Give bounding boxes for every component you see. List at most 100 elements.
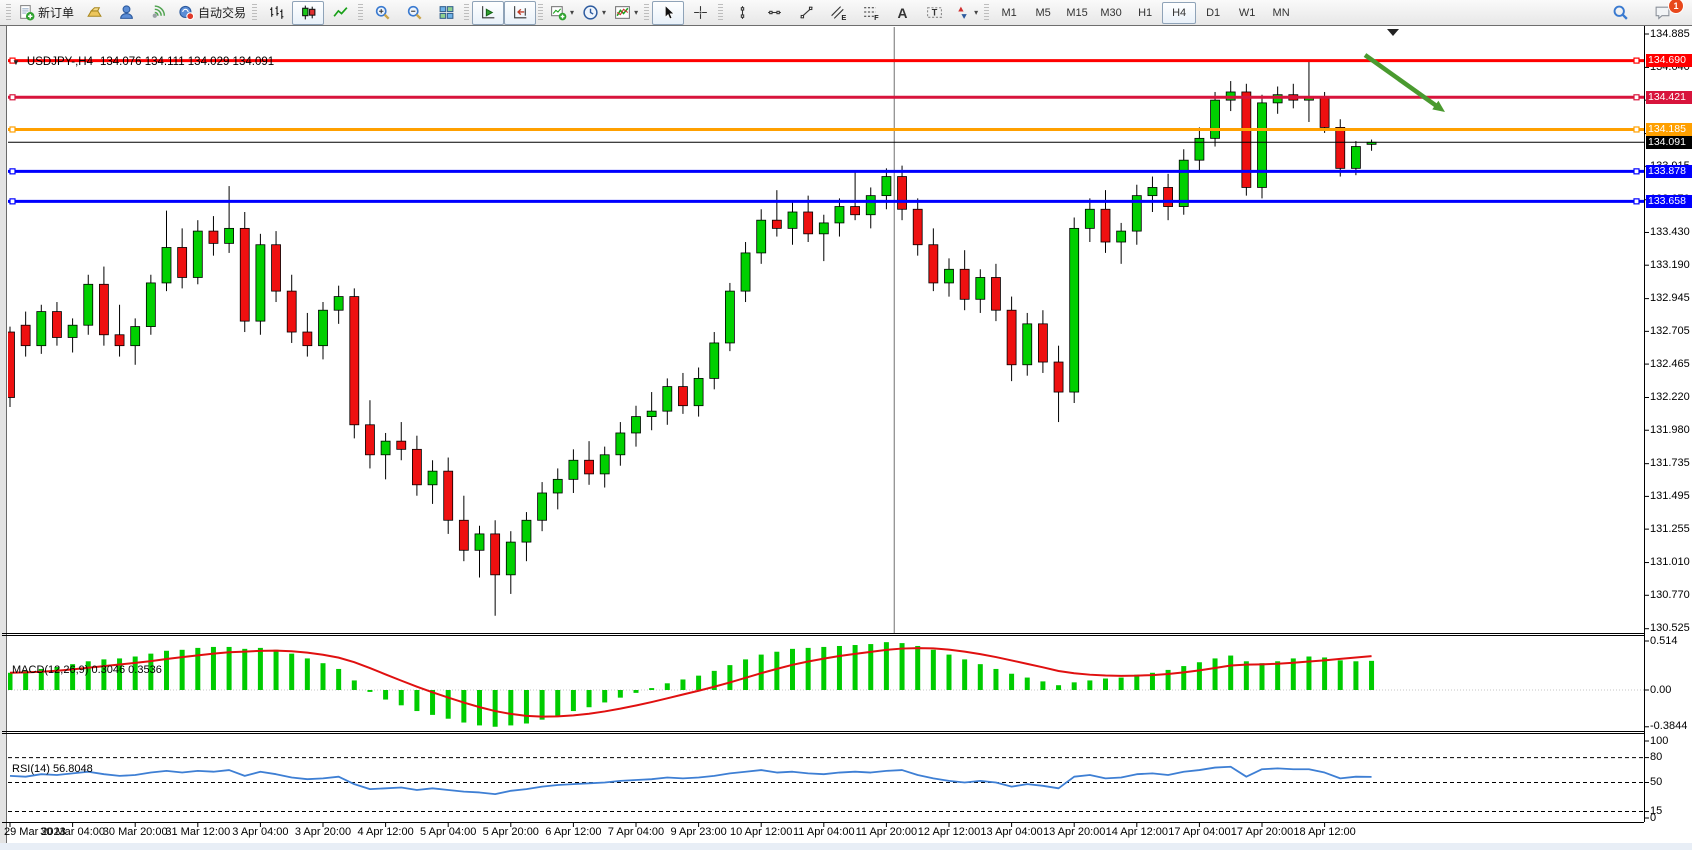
candle-body (1272, 94, 1283, 104)
hline-drag-handle[interactable] (9, 57, 16, 64)
macd-histogram-bar (602, 690, 608, 703)
chart-shift-marker[interactable] (1387, 29, 1399, 36)
text-tool-button[interactable]: A (886, 1, 918, 25)
support-agent-button[interactable] (110, 1, 142, 25)
macd-histogram-bar (1212, 658, 1218, 690)
macd-plot (8, 642, 1644, 727)
arrows-tool-button[interactable]: ▾ (950, 1, 982, 25)
hline-drag-handle[interactable] (1633, 126, 1640, 133)
toolbar-grip[interactable] (538, 3, 544, 22)
toolbar-grip[interactable] (984, 3, 990, 22)
channel-icon: E (830, 4, 847, 21)
vertical-line-tool-button[interactable] (726, 1, 758, 25)
toolbar-grip[interactable] (358, 3, 364, 22)
macd-histogram-bar (852, 645, 858, 690)
candle-body (239, 227, 250, 322)
chart-menu-icon[interactable]: ▼ (12, 57, 20, 67)
timeframe-d1[interactable]: D1 (1206, 6, 1221, 19)
macd-histogram-bar (790, 648, 795, 690)
signals-button[interactable] (142, 1, 174, 25)
tile-windows-button[interactable] (430, 1, 462, 25)
candle-body (818, 222, 829, 235)
macd-histogram-bar (1290, 658, 1296, 690)
gold-ingot-button[interactable] (78, 1, 110, 25)
trend-arrow-shaft[interactable] (1363, 53, 1439, 109)
periods-menu-button[interactable]: ▾ (578, 1, 610, 25)
timeframe-w1[interactable]: W1 (1238, 6, 1256, 19)
timeframe-m30[interactable]: M30 (1100, 6, 1122, 19)
chevron-down-icon[interactable]: ▾ (570, 7, 575, 17)
macd-histogram-bar (727, 665, 733, 690)
bar-chart-icon (268, 4, 285, 21)
toolbar-grip[interactable] (6, 3, 11, 22)
trend-arrow-head[interactable] (1432, 100, 1445, 112)
timeframe-h4[interactable]: H4 (1162, 1, 1197, 24)
crosshair-tool-button[interactable] (684, 1, 716, 25)
macd-histogram-bar (633, 690, 639, 693)
toolbar-grip[interactable] (644, 3, 650, 22)
toolbar-grip[interactable] (464, 3, 470, 22)
candle-body (1163, 187, 1173, 207)
search-button[interactable] (1604, 1, 1636, 25)
chevron-down-icon[interactable]: ▾ (634, 7, 639, 17)
candle-body (1257, 102, 1267, 188)
svg-text:T: T (931, 8, 937, 18)
macd-histogram-bar (101, 659, 107, 690)
candle-body (584, 459, 594, 475)
zoom-in-button[interactable] (366, 1, 398, 25)
macd-histogram-bar (226, 646, 232, 690)
horizontal-line-tool-button[interactable] (758, 1, 790, 25)
new-order-button[interactable]: 新订单 (14, 1, 78, 25)
hline-drag-handle[interactable] (9, 126, 16, 133)
window-left-edge (0, 26, 7, 850)
hline-drag-handle[interactable] (1633, 198, 1640, 205)
candle-body (615, 432, 626, 456)
macd-histogram-bar (1071, 682, 1077, 690)
macd-histogram-bar (445, 690, 451, 719)
chevron-down-icon[interactable]: ▾ (974, 7, 979, 17)
macd-histogram-bar (883, 642, 889, 690)
hline-drag-handle[interactable] (9, 198, 16, 205)
hline-drag-handle[interactable] (9, 168, 16, 175)
chevron-down-icon[interactable]: ▾ (602, 7, 607, 17)
cursor-tool-button[interactable] (652, 0, 685, 25)
new-chart-button[interactable]: ▾ (546, 1, 578, 25)
timeframe-h1[interactable]: H1 (1138, 6, 1153, 19)
macd-histogram-bar (164, 650, 169, 690)
macd-histogram-bar (85, 661, 91, 690)
candle-body (740, 252, 751, 292)
candlestick-mode-button[interactable] (292, 0, 325, 25)
candle-body (537, 492, 547, 521)
macd-histogram-bar (617, 690, 623, 698)
hline-drag-handle[interactable] (1633, 57, 1640, 64)
bar-chart-mode-button[interactable] (260, 1, 292, 25)
line-chart-mode-button[interactable] (324, 1, 356, 25)
timeframe-m15[interactable]: M15 (1066, 6, 1088, 19)
zoom-out-button[interactable] (398, 1, 430, 25)
fibo-icon: F (862, 4, 879, 21)
chart-shift-button[interactable] (504, 0, 537, 25)
candle-body (52, 311, 62, 338)
indicators-menu-button[interactable]: ▾ (610, 1, 642, 25)
hline-drag-handle[interactable] (9, 94, 16, 101)
trendline-tool-button[interactable] (790, 1, 822, 25)
timeframe-m5[interactable]: M5 (1035, 6, 1051, 19)
macd-histogram-bar (336, 668, 342, 690)
fibonacci-tool-button[interactable]: F (854, 1, 886, 25)
text-label-tool-button[interactable]: T (918, 1, 950, 25)
autotrading-button[interactable]: 自动交易 (174, 1, 250, 25)
auto-scroll-button[interactable] (472, 0, 505, 25)
toolbar-grip[interactable] (252, 3, 258, 22)
timeframe-m1[interactable]: M1 (1001, 6, 1017, 19)
tiles-icon (438, 4, 455, 21)
equidistant-channel-tool-button[interactable]: E (822, 1, 854, 25)
hline-drag-handle[interactable] (1633, 94, 1640, 101)
macd-histogram-bar (743, 659, 749, 690)
timeframe-mn[interactable]: MN (1272, 6, 1290, 19)
candle-body (693, 378, 704, 407)
hline-drag-handle[interactable] (1633, 168, 1640, 175)
line-chart-icon (332, 4, 349, 21)
toolbar-grip[interactable] (718, 3, 724, 22)
candle-body (631, 416, 641, 434)
notifications-button[interactable]: 1 (1646, 0, 1684, 25)
